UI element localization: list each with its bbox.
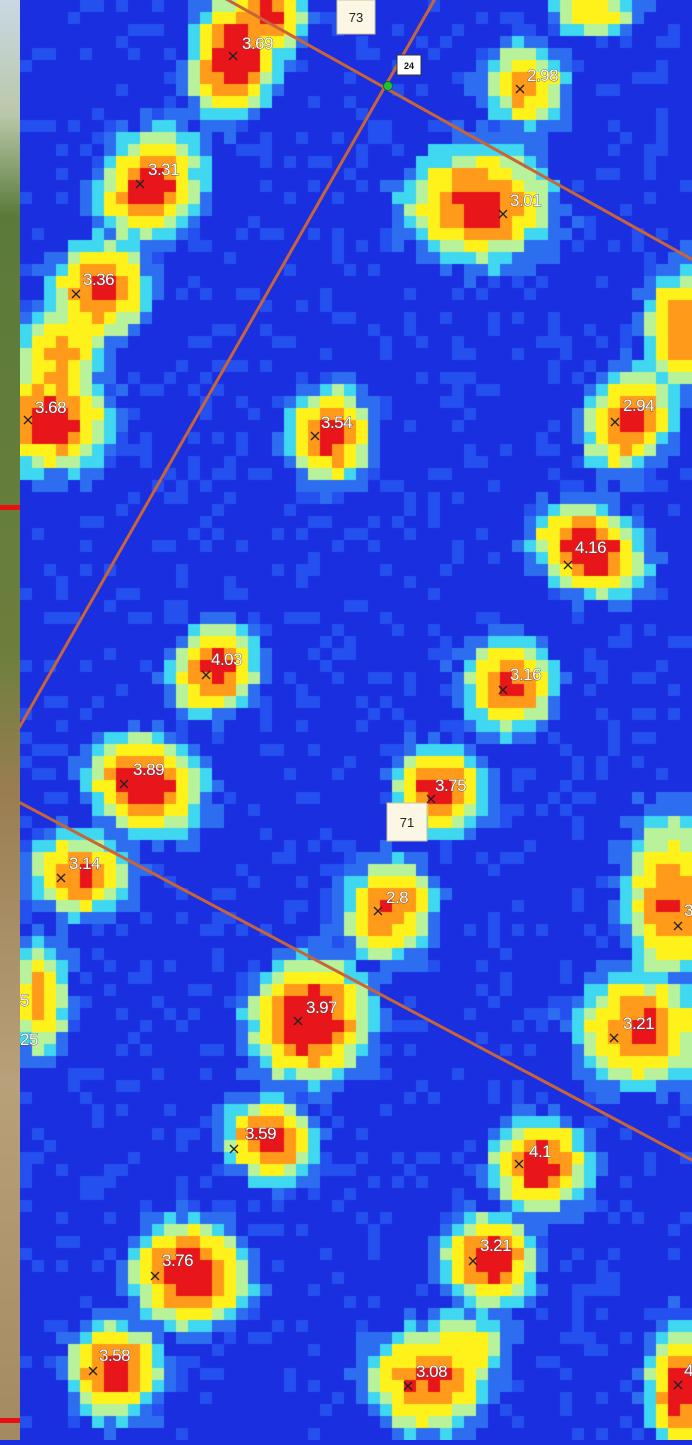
cross-marker-icon [514,1159,524,1169]
boundary-line [20,800,692,1162]
plot-boundaries [20,0,692,1162]
point-value: 3.54 [321,413,352,432]
cross-marker-icon [515,84,525,94]
point-value: 3.69 [242,34,273,53]
cross-marker-icon [609,1033,619,1043]
sample-point[interactable]: 3.36 [71,270,115,299]
sample-point[interactable]: 3.58 [88,1346,131,1376]
plot-tag-73[interactable]: 73 [336,0,376,35]
sample-point[interactable]: 3.21 [609,1014,655,1043]
point-value: 3.16 [510,665,541,684]
map-view[interactable]: 24 73 71 3.69 2.98 3.31 3.01 3.36 [20,0,692,1440]
point-value: 3.08 [416,1362,447,1381]
point-value: 3.89 [133,760,164,779]
point-value: 3.97 [306,998,337,1017]
boundary-line [224,0,692,262]
sample-point[interactable]: 3.16 [498,665,542,695]
sample-point[interactable]: 3.14 [56,854,101,883]
vertex-tag-label: 24 [404,61,414,71]
photo-strip [0,0,20,1440]
strip-red-mark [0,1418,20,1423]
cross-marker-icon [229,1144,239,1154]
point-value: 3.76 [162,1251,193,1270]
sample-point[interactable]: 3.69 [228,34,274,61]
sample-point[interactable]: 3.75 [426,776,467,804]
point-value: 2.8 [386,888,408,907]
point-value: 3.58 [99,1346,130,1365]
sample-point[interactable]: 3.59 [229,1124,277,1154]
point-value: 3.75 [435,776,466,795]
sample-point[interactable]: 2.94 [610,396,655,427]
cross-marker-icon [228,51,238,61]
sample-point[interactable]: 3.97 [293,998,338,1026]
cross-marker-icon [468,1256,478,1266]
vertex-point[interactable] [383,81,393,91]
cross-marker-icon [71,289,81,299]
cross-marker-icon [673,1380,683,1390]
point-value: 2.94 [623,396,654,415]
plot-tag-label: 73 [349,10,363,25]
sample-point[interactable]: 3.89 [119,760,165,789]
sample-point[interactable]: 4.16 [563,538,607,570]
cross-marker-icon [426,794,436,804]
cross-marker-icon [610,417,620,427]
edge-value: 5 [20,991,29,1010]
cross-marker-icon [88,1366,98,1376]
sample-point[interactable]: 2.8 [373,888,409,916]
cross-marker-icon [119,779,129,789]
edge-value: 25 [20,1030,38,1049]
cross-marker-icon [373,906,383,916]
heatmap-raster [20,0,692,1440]
cross-marker-icon [673,921,683,931]
cross-marker-icon [563,560,573,570]
plot-tag-71[interactable]: 71 [386,802,428,842]
point-value: 2.98 [527,66,558,85]
sample-point[interactable]: 3.31 [135,160,180,189]
point-value: 4.03 [211,650,242,669]
cross-marker-icon [498,685,508,695]
cross-marker-icon [56,873,66,883]
sample-point[interactable]: 3.76 [150,1251,194,1281]
cross-marker-icon [498,209,508,219]
sample-point[interactable]: 3.21 [468,1236,512,1266]
strip-red-mark [0,505,20,510]
point-value: 3.14 [69,854,100,873]
cross-marker-icon [23,415,33,425]
sample-point[interactable]: 3.08 [403,1362,448,1391]
sample-point[interactable]: 2.98 [515,66,559,94]
plot-tag-label: 71 [400,815,414,830]
point-value: 3.59 [245,1124,276,1143]
point-value: 4.1 [529,1142,551,1161]
point-value: 3.31 [148,160,179,179]
cross-marker-icon [293,1016,303,1026]
cross-marker-icon [135,179,145,189]
cross-marker-icon [310,431,320,441]
sample-point[interactable]: 3.01 [498,191,542,219]
point-value: 3.36 [83,270,114,289]
photo-strip-graphic [0,0,20,1440]
cross-marker-icon [150,1271,160,1281]
boundary-line [20,0,437,730]
cross-marker-icon [403,1381,413,1391]
sample-point[interactable]: 3.68 [23,398,67,425]
vertex-tag[interactable]: 24 [396,54,422,76]
point-value: 3.01 [510,191,541,210]
sample-point[interactable]: 3.54 [310,413,353,441]
cross-marker-icon [201,670,211,680]
sample-point[interactable]: 4.1 [514,1142,552,1169]
edge-value: 3 [684,901,692,920]
edge-value: 4 [684,1361,692,1380]
point-value: 4.16 [575,538,606,557]
point-value: 3.68 [35,398,66,417]
point-value: 3.21 [623,1014,654,1033]
point-value: 3.21 [480,1236,511,1255]
sample-point[interactable]: 4.03 [201,650,243,680]
map-overlay: 24 73 71 3.69 2.98 3.31 3.01 3.36 [20,0,692,1391]
